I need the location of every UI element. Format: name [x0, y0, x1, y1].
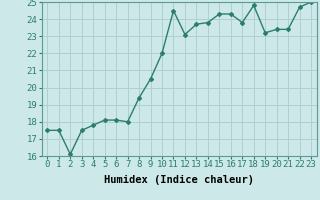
X-axis label: Humidex (Indice chaleur): Humidex (Indice chaleur): [104, 175, 254, 185]
